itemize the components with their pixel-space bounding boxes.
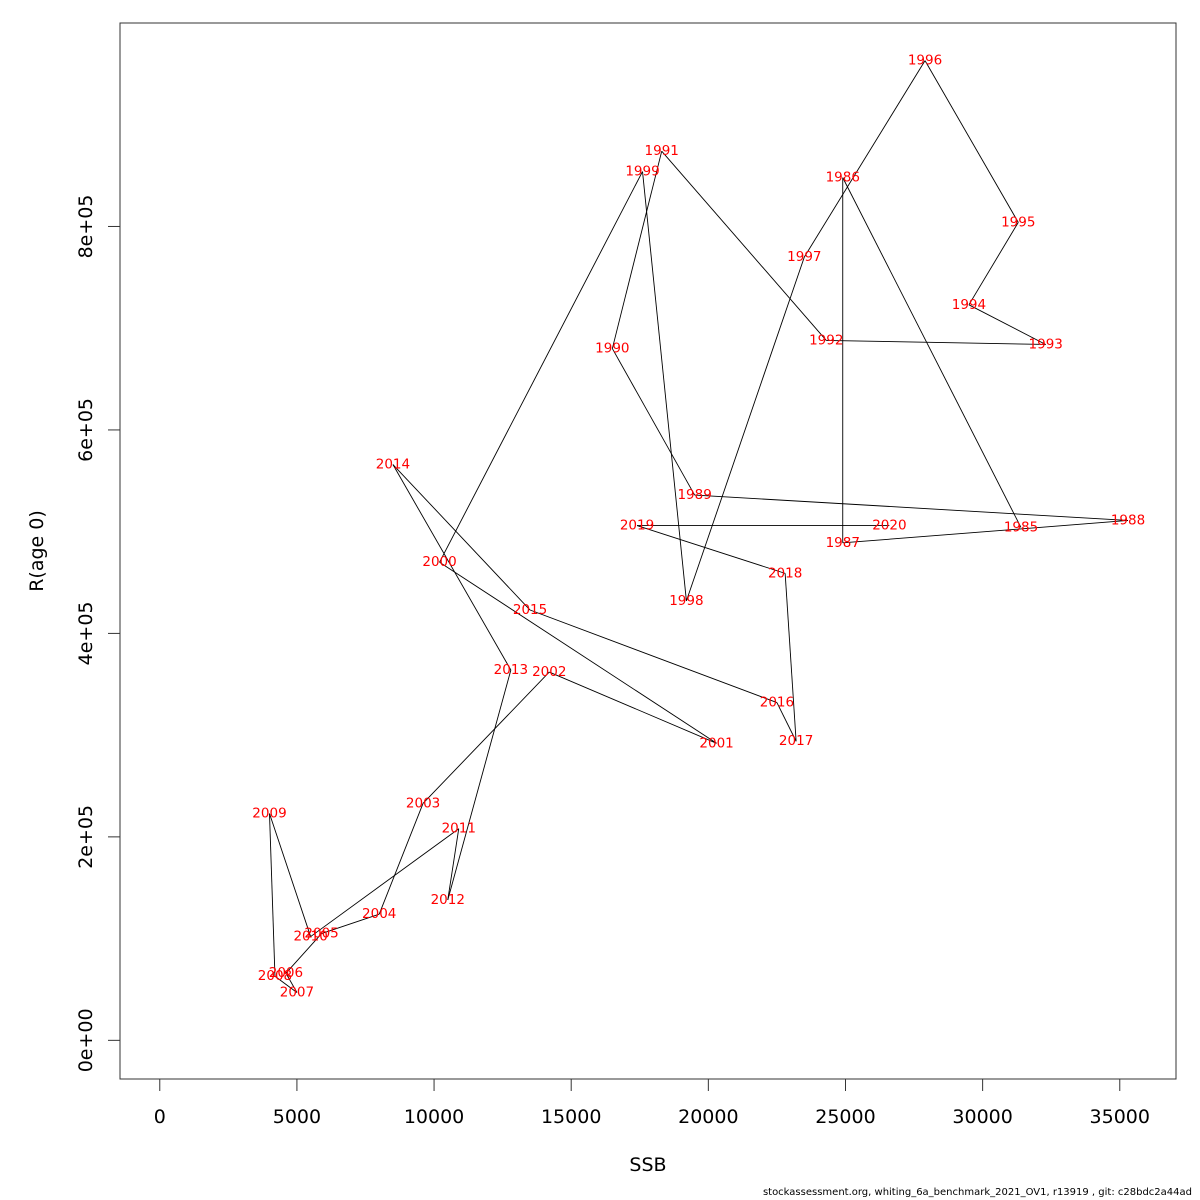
point-label-2003: 2003 [406,795,440,811]
segment-1993-1994 [968,304,1046,345]
segment-2010-2011 [310,828,460,937]
point-label-1987: 1987 [826,535,860,551]
segment-2002-2003 [422,671,550,804]
x-axis: 0 5000 10000 15000 20000 25000 30000 35000 [154,1078,1150,1128]
x-tick-label: 35000 [1090,1106,1150,1128]
segment-1997-1998 [685,256,805,601]
point-label-1988: 1988 [1111,512,1145,528]
plot-frame [119,22,1177,1080]
segment-1998-1999 [642,171,687,601]
point-label-2004: 2004 [362,906,396,922]
segment-1987-1988 [842,520,1129,544]
point-label-1996: 1996 [908,53,942,69]
segment-2015-2016 [529,609,778,704]
segment-2000-2001 [439,561,717,744]
segment-1988-1989 [694,494,1129,521]
point-label-2013: 2013 [494,662,528,678]
point-label-2017: 2017 [779,733,813,749]
series-path [269,60,1129,993]
segment-2005-2006 [285,933,322,974]
point-label-2005: 2005 [304,926,338,942]
point-label-1989: 1989 [677,487,711,503]
x-tick-label: 25000 [815,1106,875,1128]
x-tick-label: 15000 [541,1106,601,1128]
point-label-2007: 2007 [280,985,314,1001]
segment-2016-2017 [776,702,797,742]
point-labels: 1985 1986 1987 1988 1989 1990 1991 1992 1993 1994… [252,53,1145,1001]
point-label-2006: 2006 [269,965,303,981]
x-tick-label: 30000 [952,1106,1012,1128]
segment-2017-2018 [784,573,797,742]
segment-1990-1991 [611,151,663,349]
y-axis: 0e+00 2e+05 4e+05 6e+05 8e+05 [75,195,121,1072]
point-label-2019: 2019 [620,518,654,534]
point-label-2010: 2010 [293,929,327,945]
point-label-2000: 2000 [422,554,456,570]
point-label-2009: 2009 [252,805,286,821]
segment-1996-1997 [803,60,926,258]
segment-2003-2004 [378,803,424,915]
x-tick-label: 20000 [678,1106,738,1128]
y-tick-label: 4e+05 [75,601,97,665]
segment-2014-2015 [392,464,531,611]
point-label-1995: 1995 [1001,214,1035,230]
segment-1991-1992 [661,150,827,341]
x-tick-label: 5000 [273,1106,321,1128]
footer-caption: stockassessment.org, whiting_6a_benchmar… [762,1187,1192,1198]
x-axis-title: SSB [629,1154,666,1176]
point-label-1986: 1986 [826,170,860,186]
y-tick-label: 6e+05 [75,398,97,462]
point-label-2002: 2002 [532,664,566,680]
segment-2006-2007 [285,972,298,993]
point-label-2015: 2015 [513,602,547,618]
segment-1999-2000 [439,171,643,563]
point-label-2001: 2001 [699,735,733,751]
point-label-1992: 1992 [809,332,843,348]
y-axis-title: R(age 0) [26,510,48,592]
point-label-2008: 2008 [258,968,292,984]
point-label-2020: 2020 [872,518,906,534]
point-label-1997: 1997 [787,249,821,265]
y-tick-label: 0e+00 [75,1008,97,1072]
y-tick-label: 2e+05 [75,805,97,869]
point-label-2011: 2011 [442,821,476,837]
point-label-1991: 1991 [645,143,679,159]
point-label-1999: 1999 [625,164,659,180]
segment-2018-2019 [636,525,786,574]
point-label-2018: 2018 [768,565,802,581]
segment-1985-1986 [842,177,1022,528]
x-tick-label: 0 [154,1106,166,1128]
point-label-2016: 2016 [760,695,794,711]
point-label-2012: 2012 [431,892,465,908]
point-label-2014: 2014 [376,457,410,473]
point-label-1994: 1994 [952,297,986,313]
point-label-1985: 1985 [1004,520,1038,536]
y-tick-label: 8e+05 [75,195,97,259]
point-label-1993: 1993 [1029,336,1063,352]
segment-1992-1993 [826,339,1046,345]
segment-1989-1990 [611,348,696,496]
segment-2007-2008 [274,975,298,993]
segment-2009-2010 [269,813,312,937]
segment-2008-2009 [269,813,276,977]
segment-2012-2013 [447,669,512,901]
segment-2013-2014 [392,464,512,671]
segment-2004-2005 [321,913,380,934]
segment-1995-1996 [924,60,1019,223]
segment-2001-2002 [549,671,717,744]
x-tick-label: 10000 [404,1106,464,1128]
segment-1994-1995 [968,222,1019,306]
point-label-1998: 1998 [669,593,703,609]
segment-2011-2012 [447,828,460,901]
point-label-1990: 1990 [595,341,629,357]
